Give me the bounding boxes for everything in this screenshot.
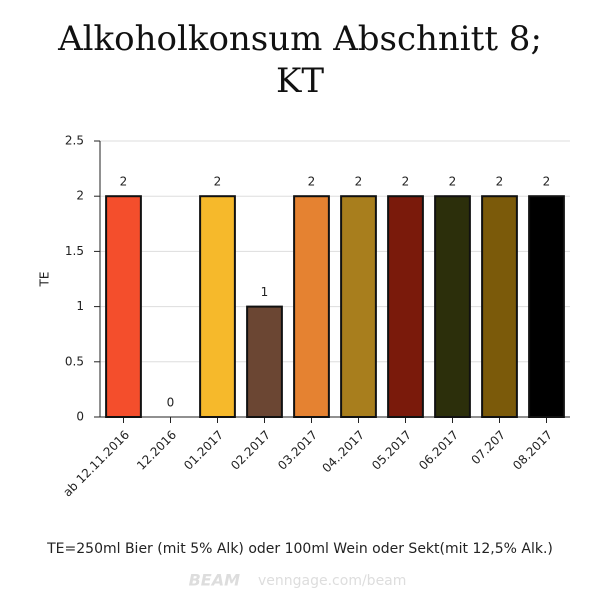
value-label: 2 [308, 175, 316, 189]
x-tick-label: 05.2017 [369, 428, 414, 473]
y-tick-label: 2 [76, 189, 84, 203]
x-tick-label: 04..2017 [319, 428, 367, 476]
x-tick-label: 07.207 [468, 428, 508, 468]
y-tick-label: 2.5 [65, 134, 84, 148]
bar [434, 195, 471, 418]
value-label: 0 [167, 396, 175, 410]
bar [481, 195, 518, 418]
y-tick-label: 1 [76, 299, 84, 313]
value-label: 2 [214, 175, 222, 189]
x-tick-label: 08.2017 [510, 428, 555, 473]
value-label: 2 [120, 175, 128, 189]
bar [387, 195, 424, 418]
x-tick-label: 12.2016 [134, 428, 179, 473]
value-label: 2 [496, 175, 504, 189]
value-label: 2 [355, 175, 363, 189]
y-axis-label: TE [38, 272, 52, 288]
bar [528, 195, 565, 418]
value-label: 2 [543, 175, 551, 189]
value-label: 2 [449, 175, 457, 189]
footnote: TE=250ml Bier (mit 5% Alk) oder 100ml We… [46, 541, 553, 557]
value-label: 1 [261, 285, 269, 299]
value-label: 2 [402, 175, 410, 189]
x-tick-label: 02.2017 [228, 428, 273, 473]
chart-title: Alkoholkonsum Abschnitt 8; KT [58, 19, 542, 101]
y-tick-label: 0 [76, 410, 84, 424]
x-tick-label: 06.2017 [416, 428, 461, 473]
x-tick-label: 03.2017 [275, 428, 320, 473]
bar [246, 305, 283, 419]
watermark-url: venngage.com/beam [258, 573, 406, 589]
bar [105, 195, 142, 418]
x-tick-label: 01.2017 [181, 428, 226, 473]
x-tick-label: ab 12.11.2016 [60, 428, 132, 500]
bar [293, 195, 330, 418]
y-tick-label: 1.5 [65, 244, 84, 258]
y-tick-label: 0.5 [65, 354, 84, 368]
bar [199, 195, 236, 418]
bar [340, 195, 377, 418]
watermark-brand: BEAM [189, 571, 241, 590]
